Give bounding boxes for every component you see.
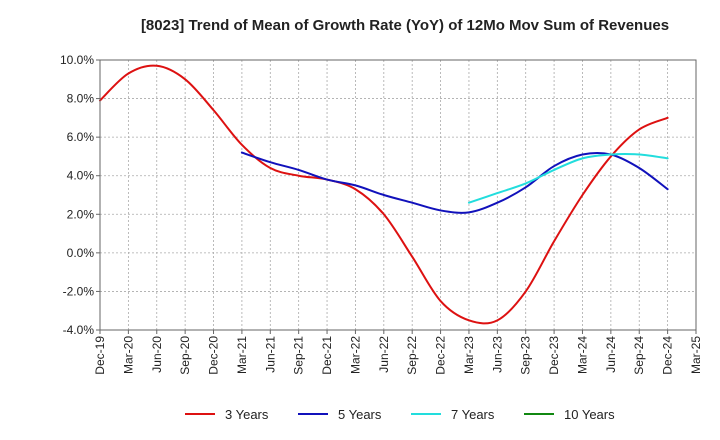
x-tick-label: Dec-19: [93, 336, 107, 375]
y-tick-label: 4.0%: [67, 169, 95, 183]
x-tick-label: Sep-20: [178, 336, 192, 375]
y-tick-label: 2.0%: [67, 207, 95, 221]
x-tick-label: Mar-23: [462, 336, 476, 374]
x-tick-label: Dec-21: [320, 336, 334, 375]
plot-frame: [99, 59, 697, 331]
x-tick-label: Dec-20: [207, 336, 221, 375]
x-tick-label: Dec-24: [661, 336, 675, 375]
x-tick-label: Jun-21: [263, 336, 277, 373]
x-tick-label: Jun-22: [377, 336, 391, 373]
y-tick-label: 10.0%: [60, 53, 94, 67]
chart-title: [8023] Trend of Mean of Growth Rate (YoY…: [141, 17, 669, 34]
x-tick-label: Mar-21: [235, 336, 249, 374]
x-tick-label: Jun-20: [150, 336, 164, 373]
plot-area: [100, 60, 696, 330]
y-tick-label: -2.0%: [63, 284, 95, 298]
series-line-7-years: [467, 153, 669, 204]
x-tick-label: Jun-24: [604, 336, 618, 373]
series-line-3-years: [99, 64, 669, 325]
legend-label-10-years: 10 Years: [564, 407, 615, 422]
legend-label-3-years: 3 Years: [225, 407, 269, 422]
x-tick-label: Dec-22: [434, 336, 448, 375]
y-tick-label: 6.0%: [67, 130, 95, 144]
x-tick-label: Mar-24: [575, 336, 589, 374]
series-line-5-years: [240, 151, 669, 214]
x-tick-label: Sep-22: [405, 336, 419, 375]
legend-label-7-years: 7 Years: [451, 407, 495, 422]
x-tick-label: Mar-22: [348, 336, 362, 374]
x-tick-label: Sep-21: [292, 336, 306, 375]
x-tick-label: Jun-23: [490, 336, 504, 373]
y-tick-label: 0.0%: [67, 246, 95, 260]
legend-label-5-years: 5 Years: [338, 407, 382, 422]
x-tick-label: Dec-23: [547, 336, 561, 375]
x-tick-label: Mar-20: [121, 336, 135, 374]
y-tick-label: -4.0%: [63, 323, 95, 337]
x-tick-label: Mar-25: [689, 336, 703, 374]
x-tick-label: Sep-23: [519, 336, 533, 375]
x-tick-label: Sep-24: [632, 336, 646, 375]
y-tick-label: 8.0%: [67, 92, 95, 106]
